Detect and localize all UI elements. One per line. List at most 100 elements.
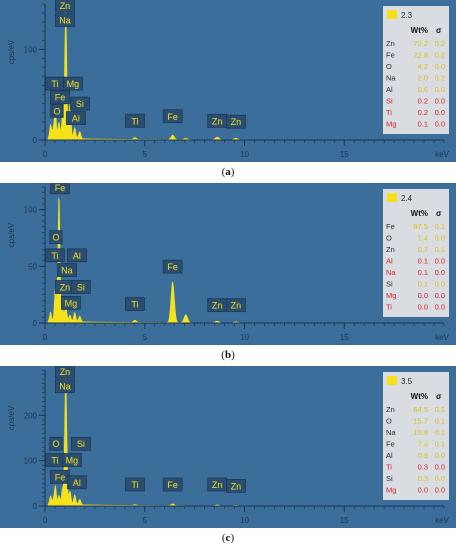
legend-element: Mg (386, 486, 396, 495)
legend-sigma-value: 0.0 (435, 97, 445, 106)
element-label-box (50, 183, 70, 195)
legend-sigma-value: 0.1 (435, 428, 445, 437)
x-tick-label: 15 (340, 516, 349, 525)
legend-sigma-value: 0.0 (435, 280, 445, 289)
caption-a: (a) (0, 166, 456, 178)
y-axis-label: cps/eV (7, 39, 16, 64)
element-label: Fe (167, 480, 178, 490)
caption-letter: c (225, 532, 231, 544)
element-label-box (226, 479, 246, 493)
legend-wt-value: 15.7 (413, 417, 428, 426)
element-label-box (71, 280, 91, 294)
element-label: Fe (55, 93, 66, 103)
element-label: Zn (212, 480, 223, 490)
legend-sigma-value: 0.0 (435, 85, 445, 94)
x-tick-label: 0 (43, 516, 48, 525)
legend-wt-value: 0.6 (418, 85, 428, 94)
legend-element: Al (386, 85, 393, 94)
legend-element: O (386, 234, 392, 243)
element-label-box (63, 76, 83, 91)
x-tick-label: 15 (340, 333, 349, 342)
element-label: Mg (66, 456, 79, 466)
legend-sigma-value: 0.2 (435, 74, 445, 83)
legend-wt-value: 0.3 (418, 463, 428, 472)
x-tick-label: 10 (240, 516, 249, 525)
legend-sigma-value: 0.0 (435, 108, 445, 117)
legend-wt-value: 0.0 (418, 291, 428, 300)
element-label-box (162, 259, 183, 274)
legend-element: Na (386, 74, 396, 83)
legend-sigma-value: 0.0 (435, 463, 445, 472)
x-tick-label: 10 (240, 333, 249, 342)
element-label: Si (77, 439, 85, 449)
legend-wt-value: 70.2 (413, 39, 428, 48)
element-label-box (45, 248, 65, 263)
legend-series-name: 2.3 (401, 11, 413, 20)
legend-wt-value: 64.5 (413, 405, 428, 414)
legend-wt-value: 0.3 (418, 474, 428, 483)
legend-sigma-value: 0.1 (435, 417, 445, 426)
legend-swatch (387, 10, 397, 19)
element-label: Al (73, 478, 81, 488)
y-tick-label: 50 (28, 262, 37, 271)
element-label: Zn (212, 116, 223, 126)
legend-sigma-value: 0.1 (435, 405, 445, 414)
element-label-box (49, 436, 63, 451)
element-label: Ti (51, 251, 58, 261)
legend-col-sigma: σ (436, 26, 442, 35)
legend-box (383, 6, 449, 134)
legend-sigma-value: 0.0 (435, 257, 445, 266)
legend-swatch (387, 193, 397, 202)
legend-wt-value: 0.1 (418, 257, 428, 266)
element-label-box (55, 13, 75, 28)
x-tick-label: 10 (240, 150, 249, 159)
legend-sigma-value: 0.0 (435, 268, 445, 277)
element-label: Al (73, 251, 81, 261)
legend-col-sigma: σ (436, 392, 442, 401)
element-label-box (55, 0, 75, 13)
legend-sigma-value: 0.0 (435, 451, 445, 460)
legend-wt-value: 0.1 (418, 120, 428, 129)
legend-col-wt: Wt% (411, 26, 428, 35)
element-label-box (62, 453, 82, 467)
element-label: Si (77, 283, 85, 293)
element-label-box (71, 436, 91, 451)
x-tick-label: 0 (43, 150, 48, 159)
caption-open: ( (221, 532, 226, 544)
element-label-box (162, 109, 183, 124)
caption-open: ( (221, 166, 226, 178)
y-tick-label: 200 (24, 411, 38, 420)
legend-sigma-value: 0.2 (435, 51, 445, 60)
caption-close: ) (230, 532, 235, 544)
x-tick-label: 5 (143, 516, 148, 525)
legend-element: Ti (386, 303, 392, 312)
caption-close: ) (230, 166, 235, 178)
legend-wt-value: 0.1 (418, 280, 428, 289)
element-label-box (49, 230, 63, 245)
element-label: Ti (131, 116, 138, 126)
element-label-box (55, 366, 75, 379)
x-tick-label: 15 (340, 150, 349, 159)
element-label-box (57, 263, 77, 277)
element-label: Fe (55, 183, 66, 193)
element-label-box (70, 96, 90, 111)
element-label-box (226, 298, 246, 313)
legend-element: Mg (386, 291, 396, 300)
spectrum-panel-a: 0 100 0 5 10 15 keV cps/eV Zn Na Ti Mg Fe Si O Al Ti Fe Zn… (0, 0, 456, 162)
element-label: Al (72, 114, 80, 124)
element-label-box (162, 477, 183, 492)
legend-element: Al (386, 451, 393, 460)
legend-sigma-value: 0.1 (435, 440, 445, 449)
legend-col-wt: Wt% (411, 392, 428, 401)
legend-series-name: 2.4 (401, 194, 413, 203)
legend-wt-value: 22.8 (413, 51, 428, 60)
x-tick-label: 5 (143, 150, 148, 159)
element-label-box (55, 379, 75, 394)
legend-sigma-value: 0.0 (435, 291, 445, 300)
y-axis-label: cps/eV (7, 222, 16, 247)
element-label-box (66, 111, 86, 125)
element-label-box (125, 113, 145, 128)
element-label: Na (61, 266, 73, 276)
legend-wt-value: 0.0 (418, 303, 428, 312)
